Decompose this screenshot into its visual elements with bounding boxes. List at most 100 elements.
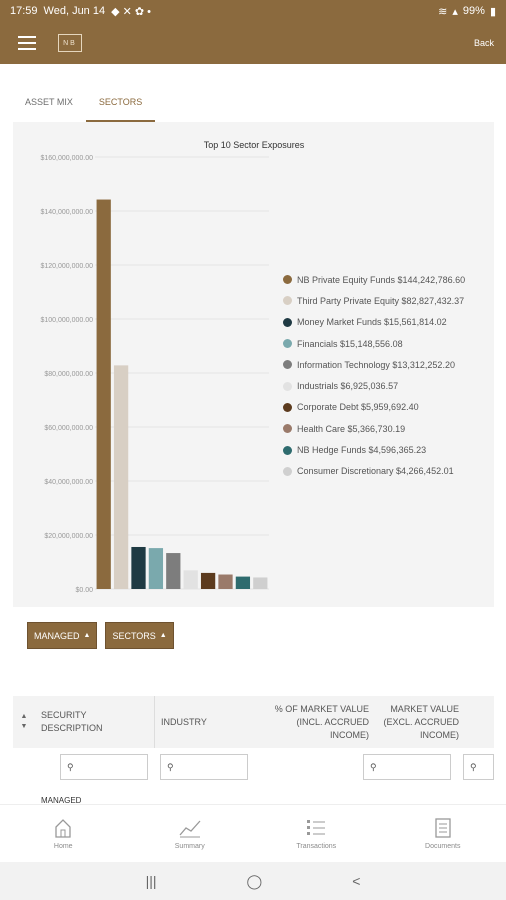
sectors-filter-button[interactable]: SECTORS ▲ xyxy=(105,622,174,649)
bar-health-care[interactable] xyxy=(218,574,233,589)
y-tick-label: $0.00 xyxy=(75,587,93,594)
legend-item[interactable]: Health Care $5,366,730.19 xyxy=(283,418,465,439)
column-header-security[interactable]: SECURITY DESCRIPTION xyxy=(35,696,155,748)
bar-consumer-discretionary[interactable] xyxy=(253,577,268,589)
legend-swatch xyxy=(283,445,292,455)
legend-label: Consumer Discretionary $4,266,452.01 xyxy=(297,466,454,477)
bar-nb-hedge-funds[interactable] xyxy=(235,576,251,589)
back-chevron-icon[interactable]: < xyxy=(352,873,361,889)
market-value-search-input[interactable]: ⚲ xyxy=(363,754,451,780)
managed-filter-button[interactable]: MANAGED ▲ xyxy=(27,622,98,649)
y-tick-label: $160,000,000.00 xyxy=(40,155,93,162)
table-row[interactable]: MANAGED xyxy=(13,796,494,804)
sector-bar-chart: $0.00 $20,000,000.00 $40,000,000.00 $60,000… xyxy=(40,155,269,594)
signal-icon: ▴ xyxy=(452,5,458,18)
y-tick-label: $20,000,000.00 xyxy=(44,533,93,540)
legend-label: Financials $15,148,556.08 xyxy=(297,338,403,349)
legend-swatch xyxy=(283,402,292,412)
system-navigation-bar: ||| ◯ < xyxy=(0,862,506,900)
legend-item[interactable]: Third Party Private Equity $82,827,432.3… xyxy=(283,290,465,311)
legend-swatch xyxy=(283,296,292,306)
extra-search-input[interactable]: ⚲ xyxy=(463,754,494,780)
filter-row: MANAGED ▲ SECTORS ▲ xyxy=(27,622,174,649)
column-header-market-value[interactable]: MARKET VALUE (EXCL. ACCRUED INCOME) xyxy=(383,703,459,740)
nav-transactions-label: Transactions xyxy=(296,843,337,850)
bar-corporate-debt[interactable] xyxy=(200,572,216,589)
bar-information-technology[interactable] xyxy=(166,553,181,589)
bar-nb-private-equity-funds[interactable] xyxy=(96,199,111,589)
sectors-filter-label: SECTORS xyxy=(112,630,156,641)
legend-item[interactable]: Money Market Funds $15,561,814.02 xyxy=(283,312,465,333)
y-tick-label: $120,000,000.00 xyxy=(40,263,93,270)
chart-growth-icon xyxy=(179,820,201,838)
app-bar: NB Back xyxy=(0,22,506,64)
legend-label: NB Private Equity Funds $144,242,786.60 xyxy=(297,274,466,285)
legend-label: Money Market Funds $15,561,814.02 xyxy=(297,317,447,328)
legend-item[interactable]: NB Hedge Funds $4,596,365.23 xyxy=(283,439,465,460)
document-icon xyxy=(435,818,451,838)
legend-swatch xyxy=(283,275,292,285)
legend-item[interactable]: NB Private Equity Funds $144,242,786.60 xyxy=(283,269,465,290)
legend-label: Information Technology $13,312,252.20 xyxy=(297,359,455,370)
nav-home[interactable]: Home xyxy=(0,805,127,862)
legend-item[interactable]: Financials $15,148,556.08 xyxy=(283,333,465,354)
industry-search-input[interactable]: ⚲ xyxy=(160,754,248,780)
legend-label: Health Care $5,366,730.19 xyxy=(297,423,406,434)
sort-toggle-icon[interactable]: ▲ ▼ xyxy=(20,713,28,730)
column-header-pct-market-value[interactable]: % OF MARKET VALUE (INCL. ACCRUED INCOME) xyxy=(274,703,369,740)
legend-swatch xyxy=(283,381,292,391)
y-tick-label: $100,000,000.00 xyxy=(40,317,93,324)
row-security-label: MANAGED xyxy=(41,796,82,804)
legend-swatch xyxy=(283,317,292,327)
search-icon: ⚲ xyxy=(470,761,477,772)
checklist-icon xyxy=(307,820,326,835)
menu-icon[interactable] xyxy=(18,36,36,50)
legend-label: Industrials $6,925,036.57 xyxy=(297,381,399,392)
column-filter-row: ⚲ ⚲ ⚲ ⚲ xyxy=(13,748,494,788)
y-tick-label: $140,000,000.00 xyxy=(40,209,93,216)
search-icon: ⚲ xyxy=(370,761,377,772)
home-circle-icon[interactable]: ◯ xyxy=(246,872,263,889)
legend-swatch xyxy=(283,424,292,434)
legend-item[interactable]: Industrials $6,925,036.57 xyxy=(283,375,465,396)
legend-swatch xyxy=(283,360,292,370)
managed-filter-label: MANAGED xyxy=(34,630,80,641)
legend-label: Third Party Private Equity $82,827,432.3… xyxy=(297,295,465,306)
tab-asset-mix[interactable]: ASSET MIX xyxy=(25,97,73,107)
home-icon xyxy=(55,819,71,838)
legend-item[interactable]: Consumer Discretionary $4,266,452.01 xyxy=(283,461,465,482)
bar-money-market-funds[interactable] xyxy=(131,546,146,589)
legend-item[interactable]: Information Technology $13,312,252.20 xyxy=(283,354,465,375)
column-header-industry[interactable]: INDUSTRY xyxy=(161,716,207,727)
status-time: 17:59 xyxy=(10,5,38,17)
caret-up-icon: ▲ xyxy=(83,632,91,639)
chart-title: Top 10 Sector Exposures xyxy=(203,140,305,150)
y-tick-label: $80,000,000.00 xyxy=(44,371,93,378)
nav-summary[interactable]: Summary xyxy=(127,805,254,862)
holdings-table-header: ▲ ▼ SECURITY DESCRIPTION INDUSTRY % OF MA… xyxy=(13,696,494,748)
recent-apps-icon[interactable]: ||| xyxy=(145,873,157,889)
nav-documents-label: Documents xyxy=(425,843,461,850)
chart-legend: NB Private Equity Funds $144,242,786.60 T… xyxy=(283,269,465,482)
tab-sectors[interactable]: SECTORS xyxy=(85,88,156,122)
legend-label: Corporate Debt $5,959,692.40 xyxy=(297,402,419,413)
bar-financials[interactable] xyxy=(148,548,164,589)
bar-industrials[interactable] xyxy=(183,570,198,589)
legend-swatch xyxy=(283,339,292,349)
legend-swatch xyxy=(283,466,292,476)
company-logo: NB xyxy=(58,34,82,52)
search-icon: ⚲ xyxy=(167,761,174,772)
battery-icon: ▮ xyxy=(489,5,496,18)
legend-item[interactable]: Corporate Debt $5,959,692.40 xyxy=(283,397,465,418)
notification-icons: ◆ ✕ ✿ • xyxy=(111,5,152,18)
security-search-input[interactable]: ⚲ xyxy=(60,754,148,780)
bar-third-party-private-equity[interactable] xyxy=(113,365,129,589)
y-tick-label: $60,000,000.00 xyxy=(44,425,93,432)
bottom-navigation: Home Summary Transactions Documents xyxy=(0,804,506,862)
status-bar: 17:59 Wed, Jun 14 ◆ ✕ ✿ • ≋ ▴ 99% ▮ xyxy=(0,0,506,22)
status-date: Wed, Jun 14 xyxy=(43,5,106,17)
nav-transactions[interactable]: Transactions xyxy=(253,805,380,862)
nav-documents[interactable]: Documents xyxy=(380,805,506,862)
sector-chart-panel: $0.00 $20,000,000.00 $40,000,000.00 $60,000… xyxy=(13,122,494,607)
back-button[interactable]: Back xyxy=(473,38,494,48)
